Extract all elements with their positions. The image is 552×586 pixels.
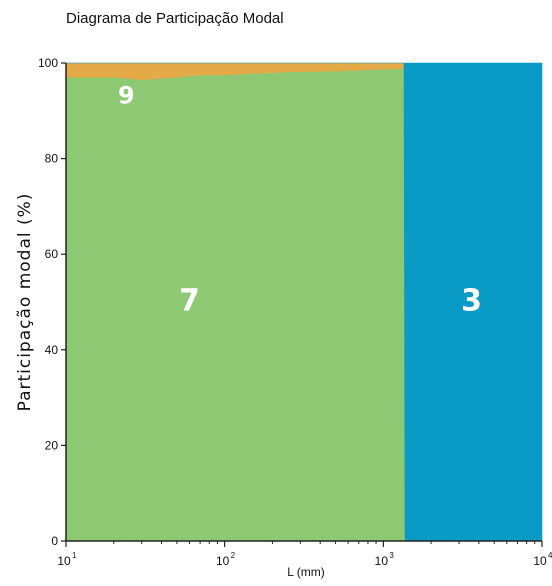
region-label-7: 7 bbox=[179, 284, 200, 319]
area-mode-3 bbox=[66, 62, 543, 542]
y-tick-label: 0 bbox=[51, 534, 58, 548]
region-label-3: 3 bbox=[461, 284, 482, 319]
chart-title: Diagrama de Participação Modal bbox=[66, 10, 284, 27]
region-label-9: 9 bbox=[118, 81, 135, 109]
y-tick-label: 20 bbox=[45, 438, 59, 452]
x-tick-label: 10 bbox=[216, 554, 230, 568]
y-tick-label: 60 bbox=[45, 247, 59, 261]
x-tick-exponent: 1 bbox=[72, 551, 77, 560]
x-tick-exponent: 4 bbox=[548, 551, 552, 560]
x-tick-label: 10 bbox=[375, 554, 389, 568]
x-tick-label: 10 bbox=[57, 554, 71, 568]
y-tick-label: 40 bbox=[45, 343, 59, 357]
x-tick-exponent: 3 bbox=[389, 551, 394, 560]
y-tick-label: 100 bbox=[38, 56, 58, 70]
x-axis-label: L (mm) bbox=[287, 565, 325, 579]
x-tick-exponent: 2 bbox=[231, 551, 236, 560]
x-tick-label: 10 bbox=[533, 554, 547, 568]
y-axis-label: Participação modal (%) bbox=[15, 193, 35, 412]
plot-area: 9 7 3 bbox=[65, 62, 543, 542]
y-tick-label: 80 bbox=[45, 152, 59, 166]
